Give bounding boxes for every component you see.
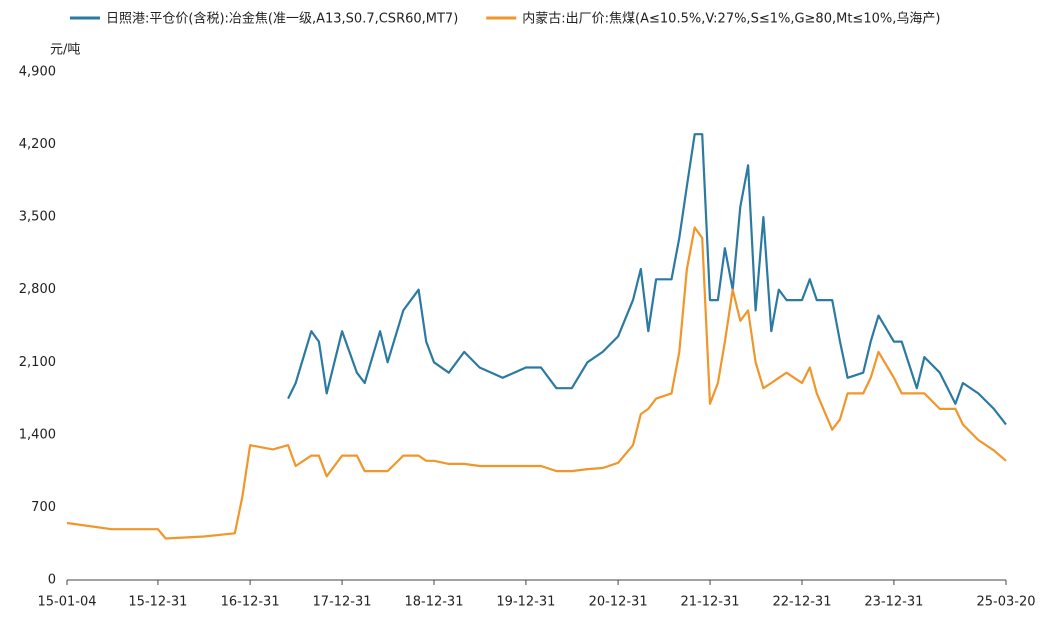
x-tick-label: 21-12-31 (681, 595, 740, 610)
legend-label: 内蒙古:出厂价:焦煤(A≤10.5%,V:27%,S≤1%,G≥80,Mt≤10… (522, 11, 940, 27)
x-tick-label: 15-12-31 (128, 595, 187, 610)
x-tick-label: 16-12-31 (221, 595, 280, 610)
y-tick-label: 0 (48, 573, 56, 588)
legend-label: 日照港:平仓价(含税):冶金焦(准一级,A13,S0.7,CSR60,MT7) (106, 11, 458, 27)
x-tick-label: 22-12-31 (772, 595, 831, 610)
x-tick-label: 25-03-20 (976, 595, 1035, 610)
y-tick-label: 1,400 (19, 427, 56, 442)
x-tick-label: 15-01-04 (37, 595, 96, 610)
x-tick-label: 23-12-31 (864, 595, 923, 610)
x-tick-label: 20-12-31 (589, 595, 648, 610)
y-tick-label: 4,200 (19, 137, 56, 152)
series-line (66, 226, 1007, 540)
y-axis-label: 元/吨 (50, 43, 80, 58)
y-tick-label: 700 (31, 500, 56, 515)
x-tick-label: 18-12-31 (404, 595, 463, 610)
y-tick-label: 2,100 (19, 355, 56, 370)
x-tick-label: 17-12-31 (313, 595, 372, 610)
y-tick-label: 3,500 (19, 210, 56, 225)
y-tick-label: 4,900 (19, 65, 56, 80)
series-line (287, 133, 1007, 426)
x-tick-label: 19-12-31 (496, 595, 555, 610)
y-tick-label: 2,800 (19, 282, 56, 297)
